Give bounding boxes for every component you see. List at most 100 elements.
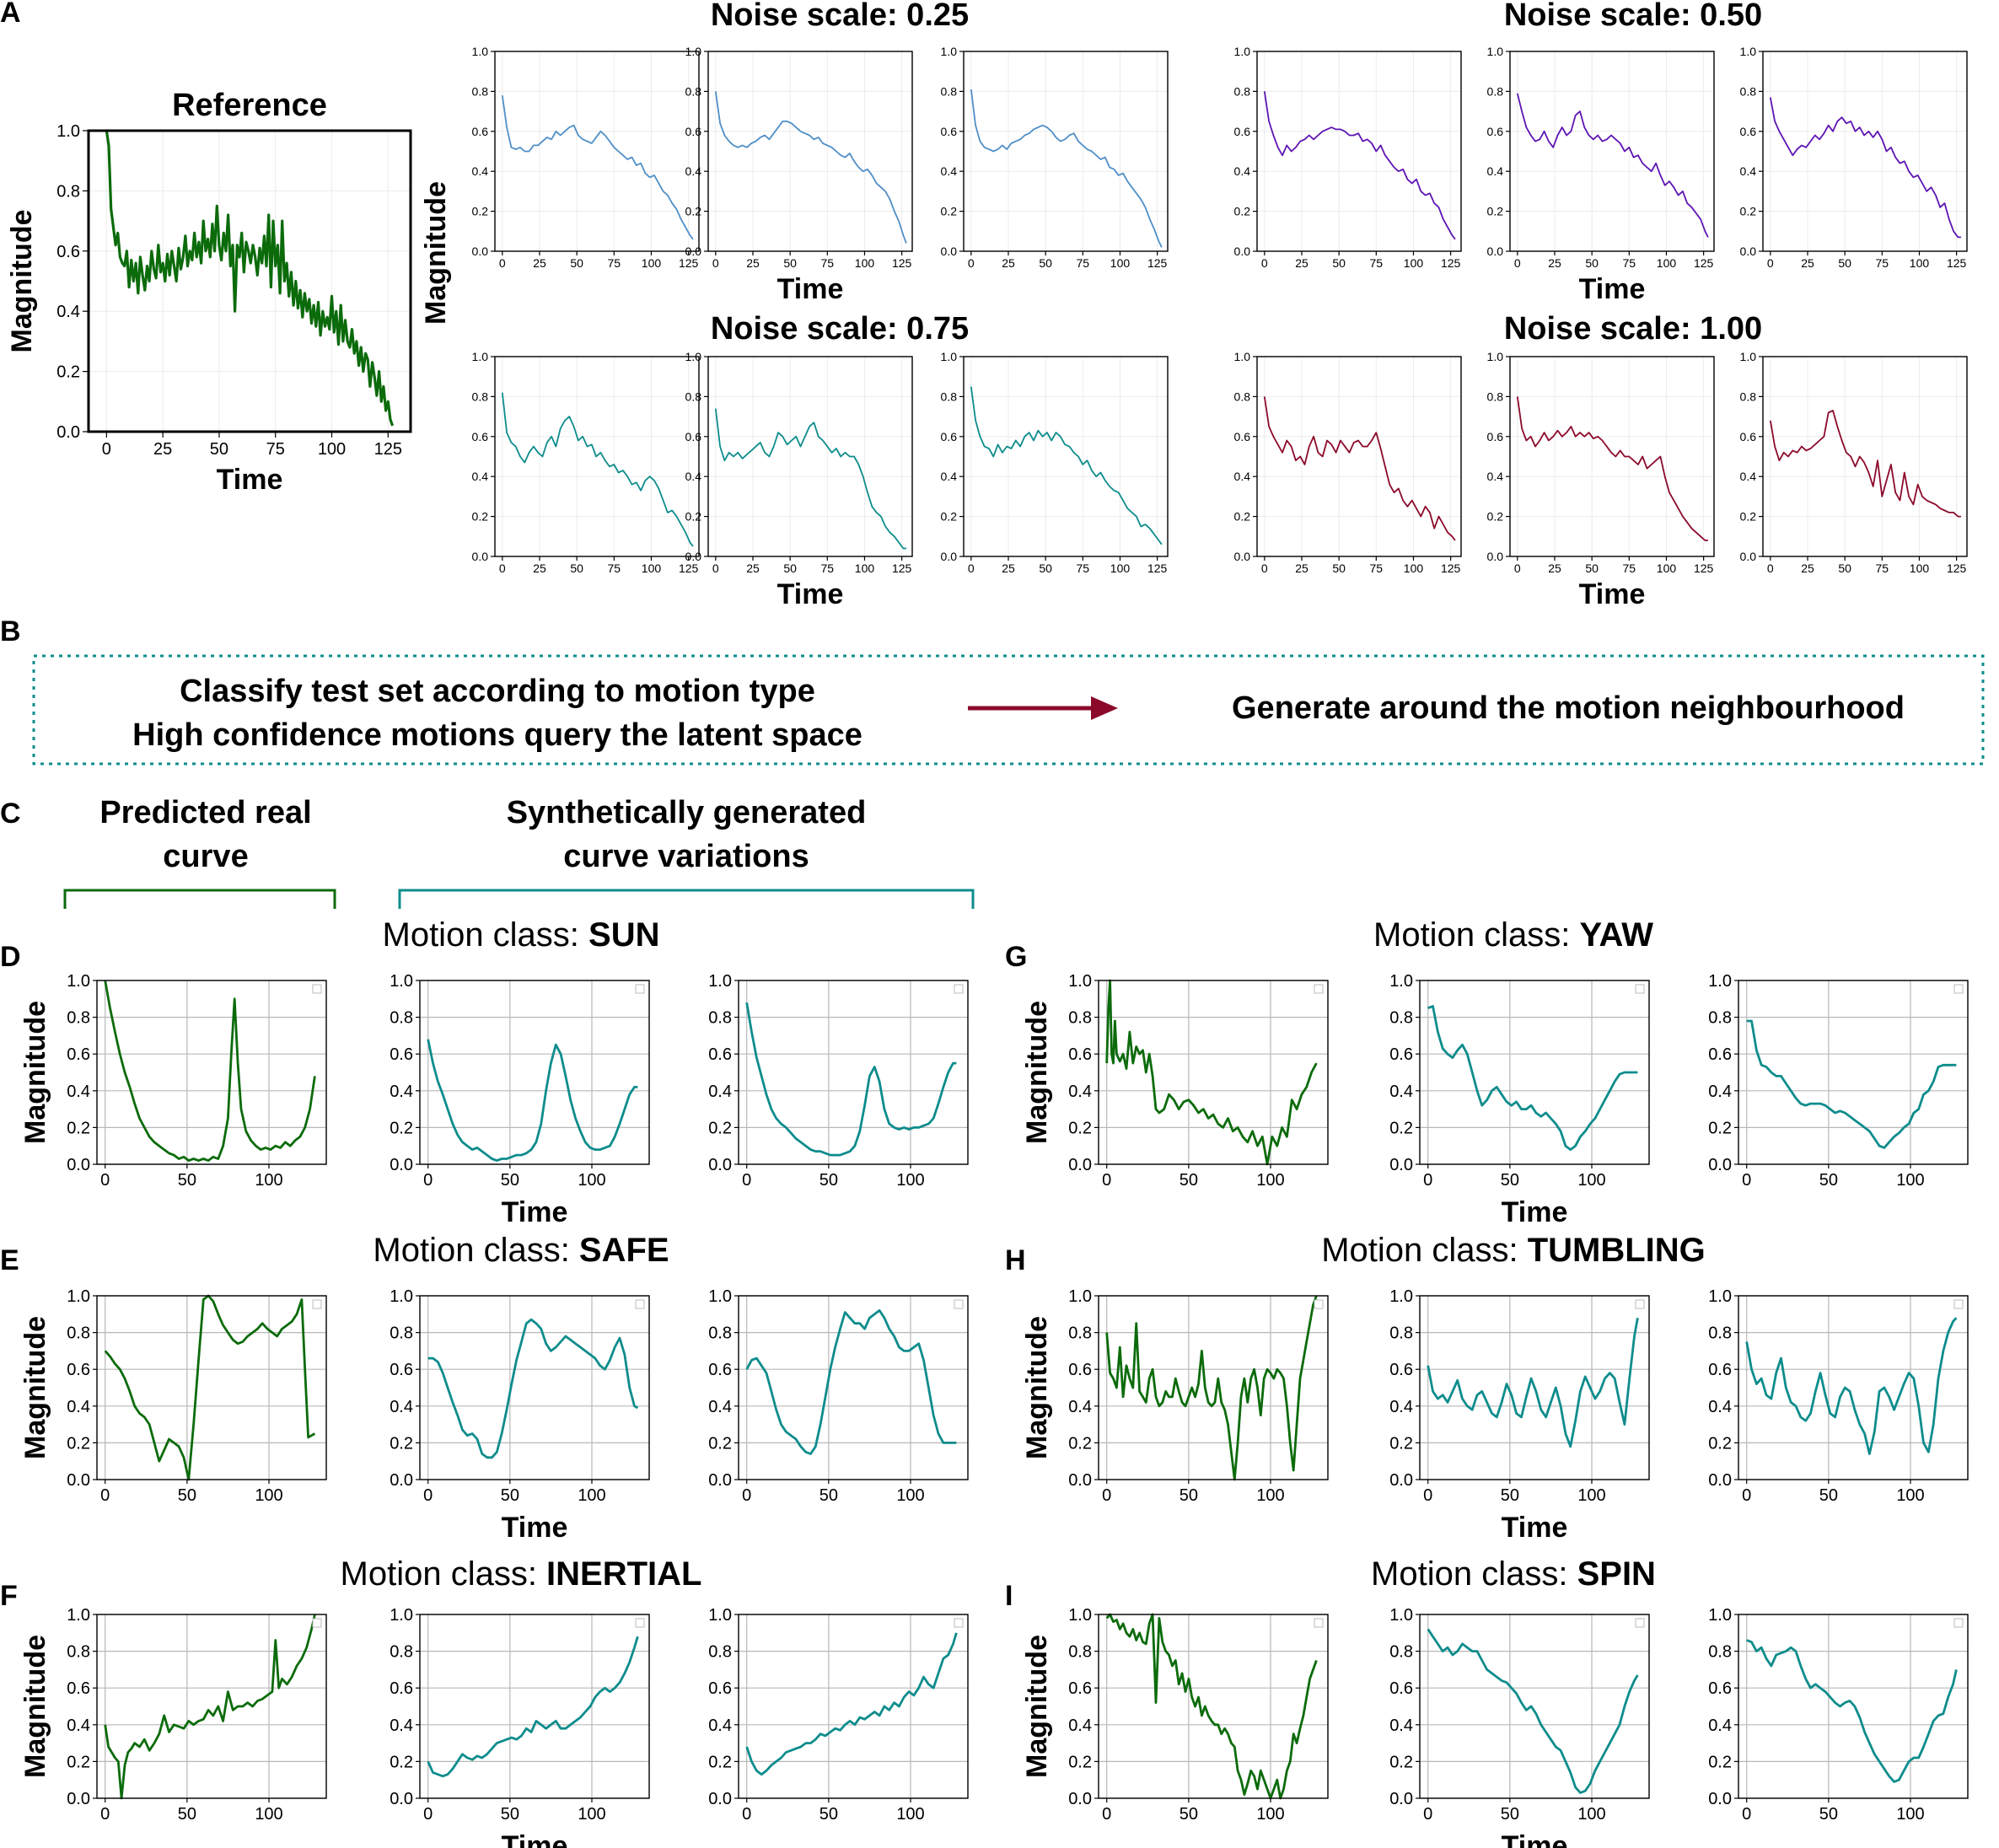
plot-H-syn-2: 0 50 100 0.0 0.2 0.4 0.6 0.8 1.0 bbox=[1708, 1287, 1968, 1505]
tick-label-y: 0.4 bbox=[1389, 1398, 1413, 1416]
plot-frame bbox=[1510, 51, 1714, 251]
tick-label-y: 1.0 bbox=[941, 45, 958, 58]
tick-label-y: 0.8 bbox=[1389, 1643, 1413, 1662]
tick-label-x: 0 bbox=[712, 256, 719, 270]
synthetic-header-line2: curve variations bbox=[563, 839, 809, 874]
tick-label-y: 0.2 bbox=[56, 363, 80, 382]
tick-label-x: 100 bbox=[1110, 561, 1131, 575]
tick-label-y: 0.6 bbox=[67, 1361, 90, 1379]
plot-G-real: 0 50 100 0.0 0.2 0.4 0.6 0.8 1.0 Magnitude bbox=[1021, 972, 1328, 1190]
tick-label-x: 50 bbox=[1838, 256, 1851, 270]
plot-A-0.75-b: 0 25 50 75 100 1250.00.20.40.60.81.0Time bbox=[685, 350, 912, 610]
tick-label-x: 125 bbox=[1947, 256, 1967, 270]
tick-label-y: 0.2 bbox=[1708, 1434, 1732, 1453]
tick-label-y: 0.2 bbox=[390, 1434, 413, 1453]
series-line bbox=[716, 91, 906, 243]
tick-label-y: 0.2 bbox=[390, 1753, 413, 1771]
plot-frame bbox=[1763, 51, 1967, 251]
tick-label-y: 1.0 bbox=[67, 972, 90, 991]
tick-label-x: 50 bbox=[1039, 561, 1052, 575]
tick-label-y: 1.0 bbox=[1234, 350, 1251, 363]
series-line bbox=[1428, 1629, 1638, 1792]
series-line bbox=[1107, 980, 1317, 1164]
panel-label-h: H bbox=[1005, 1244, 1026, 1276]
tick-label-x: 50 bbox=[178, 1805, 196, 1824]
tick-label-x: 0 bbox=[100, 1486, 110, 1505]
plot-G-syn-1: 0 50 1000.00.20.40.60.81.0Time bbox=[1389, 972, 1649, 1228]
tick-label-x: 0 bbox=[1767, 561, 1774, 575]
tick-label-y: 0.6 bbox=[56, 243, 80, 261]
tick-label-y: 0.8 bbox=[67, 1643, 90, 1662]
tick-label-y: 1.0 bbox=[1068, 1287, 1092, 1306]
tick-label-y: 0.8 bbox=[1708, 1009, 1732, 1028]
tick-label-y: 0.6 bbox=[708, 1679, 732, 1698]
tick-label-y: 1.0 bbox=[685, 350, 702, 363]
tick-label-y: 0.2 bbox=[1389, 1753, 1413, 1771]
tick-label-y: 0.0 bbox=[1234, 244, 1251, 258]
tick-label-y: 0.8 bbox=[1487, 84, 1504, 98]
series-line bbox=[428, 1636, 638, 1776]
tick-label-y: 0.4 bbox=[1068, 1398, 1092, 1416]
tick-label-x: 0 bbox=[1742, 1171, 1751, 1190]
series-line bbox=[971, 89, 1162, 247]
tick-label-x: 0 bbox=[712, 561, 719, 575]
plot-A-1.00-c: 0 25 50 75 100 1250.00.20.40.60.81.0 bbox=[1740, 350, 1967, 575]
tick-label-x: 0 bbox=[1102, 1171, 1111, 1190]
x-axis-label: Time bbox=[777, 578, 844, 610]
tick-label-x: 100 bbox=[318, 440, 346, 459]
tick-label-y: 0.0 bbox=[1389, 1156, 1413, 1174]
tick-label-y: 1.0 bbox=[1389, 1287, 1413, 1306]
tick-label-x: 0 bbox=[1102, 1805, 1111, 1824]
plot-H-real: 0 50 1000.00.20.40.60.81.0Magnitude bbox=[1021, 1287, 1328, 1505]
tick-label-y: 1.0 bbox=[708, 972, 732, 991]
tick-label-x: 0 bbox=[1102, 1486, 1111, 1505]
series-line bbox=[1518, 396, 1708, 540]
legend-box bbox=[313, 1300, 321, 1308]
tick-label-y: 0.0 bbox=[685, 244, 702, 258]
tick-label-x: 0 bbox=[742, 1805, 751, 1824]
tick-label-x: 0 bbox=[1742, 1486, 1751, 1505]
tick-label-y: 0.2 bbox=[1708, 1753, 1732, 1771]
tick-label-x: 75 bbox=[1077, 256, 1090, 270]
tick-label-x: 25 bbox=[1002, 561, 1015, 575]
tick-label-x: 100 bbox=[896, 1171, 924, 1190]
flow-arrow-head bbox=[1091, 696, 1118, 720]
tick-label-x: 75 bbox=[1876, 561, 1889, 575]
tick-label-y: 0.6 bbox=[1068, 1361, 1092, 1379]
tick-label-y: 0.0 bbox=[67, 1156, 90, 1174]
plot-A-0.75-c: 0 25 50 75 100 125 0.0 0.2 0.4 0.6 0.8 1.0 bbox=[941, 350, 1168, 575]
plot-frame bbox=[97, 980, 326, 1164]
plot-A-0.25-c: 0 25 50 75 100 1250.00.20.40.60.81.0 bbox=[941, 45, 1168, 270]
tick-label-x: 75 bbox=[1623, 561, 1636, 575]
tick-label-y: 0.2 bbox=[472, 510, 489, 524]
legend-box bbox=[1954, 985, 1963, 993]
tick-label-y: 0.4 bbox=[1389, 1716, 1413, 1735]
tick-label-x: 50 bbox=[1332, 561, 1346, 575]
tick-label-x: 50 bbox=[1180, 1171, 1198, 1190]
series-line bbox=[105, 1614, 315, 1798]
tick-label-y: 0.4 bbox=[941, 164, 958, 178]
tick-label-y: 1.0 bbox=[1389, 972, 1413, 991]
x-axis-label: Time bbox=[502, 1830, 568, 1848]
tick-label-x: 100 bbox=[1896, 1171, 1924, 1190]
tick-label-y: 0.6 bbox=[1740, 430, 1757, 443]
tick-label-y: 0.6 bbox=[1708, 1045, 1732, 1064]
tick-label-x: 50 bbox=[1585, 256, 1599, 270]
tick-label-x: 100 bbox=[642, 256, 662, 270]
tick-label-x: 100 bbox=[1256, 1171, 1284, 1190]
x-axis-label: Time bbox=[1502, 1512, 1568, 1544]
tick-label-y: 0.6 bbox=[1234, 430, 1251, 443]
tick-label-y: 0.8 bbox=[472, 389, 489, 403]
tick-label-y: 0.0 bbox=[1740, 244, 1757, 258]
tick-label-x: 50 bbox=[1501, 1486, 1519, 1505]
plot-frame bbox=[97, 1296, 326, 1480]
plot-frame bbox=[1099, 980, 1328, 1164]
tick-label-y: 0.2 bbox=[1487, 205, 1504, 218]
tick-label-y: 0.2 bbox=[708, 1434, 732, 1453]
tick-label-x: 100 bbox=[1657, 561, 1677, 575]
figure: A B C D E F G H I Noise scale: 0.25 Nois… bbox=[0, 0, 1999, 1848]
plot-A-0.25-b: 0 25 50 75 100 1250.00.20.40.60.81.0Time bbox=[685, 45, 912, 305]
y-axis-label: Magnitude bbox=[19, 1635, 51, 1778]
panel-label-e: E bbox=[0, 1244, 19, 1276]
tick-label-y: 1.0 bbox=[1740, 350, 1757, 363]
